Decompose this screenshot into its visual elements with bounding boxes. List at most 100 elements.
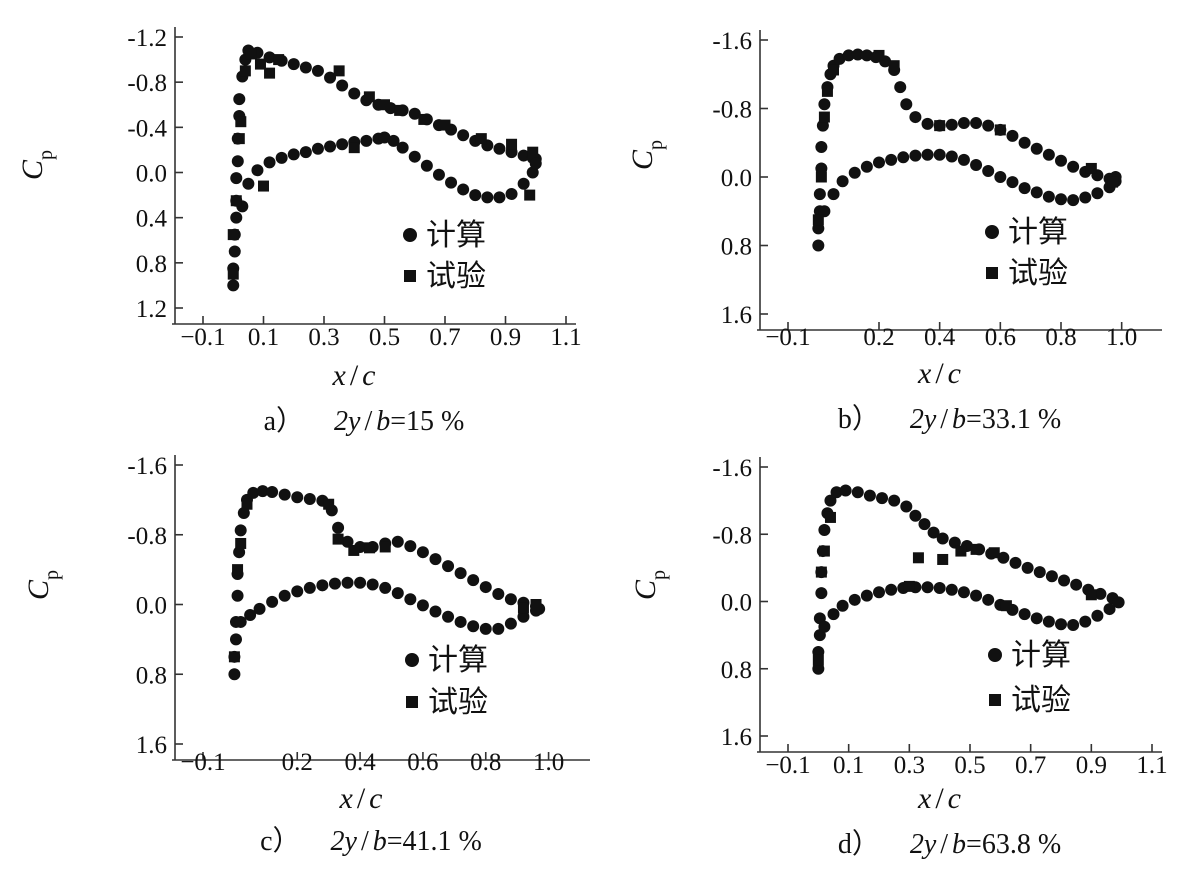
data-point — [258, 180, 269, 192]
data-point — [527, 146, 539, 158]
data-point — [454, 567, 467, 580]
data-point — [517, 149, 530, 162]
data-point — [333, 65, 345, 77]
x-axis-label: x / c — [917, 782, 961, 815]
data-point — [303, 493, 316, 506]
series-experiment — [812, 511, 1097, 666]
legend-square-marker — [406, 696, 418, 708]
data-point — [1067, 619, 1080, 632]
data-point — [378, 131, 391, 144]
data-point — [818, 620, 831, 633]
data-point — [885, 153, 898, 166]
data-point — [506, 138, 518, 150]
legend-label-experiment: 试验 — [428, 685, 488, 720]
data-point — [1021, 561, 1034, 574]
data-point — [815, 162, 828, 175]
data-point — [492, 588, 505, 601]
data-point — [1079, 191, 1092, 204]
data-point — [391, 587, 404, 600]
data-point — [442, 560, 455, 573]
x-tick-label: 0.3 — [894, 752, 925, 779]
data-point — [1030, 186, 1043, 199]
x-tick-label: 0.2 — [863, 324, 894, 351]
series-computed — [227, 44, 542, 292]
data-point — [467, 620, 480, 633]
y-tick-label: 0.4 — [136, 206, 168, 233]
data-point — [454, 615, 467, 628]
data-point — [408, 107, 421, 120]
data-point — [391, 535, 404, 548]
data-point — [957, 117, 970, 130]
legend-circle-marker — [988, 648, 1002, 662]
y-tick-label: -1.6 — [712, 28, 752, 55]
data-point — [873, 586, 885, 599]
data-point — [504, 617, 517, 630]
data-point — [445, 176, 458, 189]
x-tick-label: 0.8 — [470, 749, 501, 776]
data-point — [933, 148, 946, 161]
data-point — [994, 124, 1006, 136]
data-point — [1070, 578, 1083, 591]
x-tick-label: 0.5 — [369, 324, 400, 351]
x-tick-label: 1.0 — [1106, 324, 1137, 351]
data-point — [921, 581, 934, 594]
data-point — [264, 67, 276, 79]
x-tick-label: −0.1 — [180, 749, 225, 776]
data-point — [348, 87, 361, 100]
y-tick-label: 0.0 — [721, 590, 752, 617]
data-point — [311, 142, 324, 155]
data-point — [387, 134, 400, 147]
data-point — [1079, 615, 1092, 628]
data-point — [241, 498, 253, 510]
data-point — [1042, 190, 1055, 203]
data-point — [1091, 187, 1104, 200]
data-point — [291, 491, 304, 504]
data-point — [524, 189, 536, 201]
data-point — [291, 585, 304, 598]
data-point — [818, 524, 831, 537]
data-point — [299, 146, 312, 159]
data-point — [909, 149, 922, 162]
panel-caption: c） 2y / b=41.1 % — [260, 825, 482, 857]
y-tick-label: 0.0 — [136, 593, 167, 620]
data-point — [815, 171, 827, 183]
legend-label-experiment: 试验 — [1011, 683, 1071, 718]
data-point — [815, 587, 828, 600]
legend-square-marker — [404, 270, 416, 282]
y-tick-label: -1.2 — [127, 25, 167, 52]
data-point — [860, 160, 873, 173]
data-point — [363, 91, 375, 103]
data-point — [812, 239, 825, 252]
data-point — [228, 245, 241, 258]
data-point — [821, 85, 833, 97]
data-point — [328, 577, 341, 590]
data-point — [227, 279, 240, 292]
legend-label-computed: 计算 — [428, 643, 488, 678]
data-point — [812, 654, 824, 666]
x-tick-label: 1.1 — [1136, 752, 1167, 779]
data-point — [921, 117, 934, 130]
data-point — [420, 159, 433, 172]
data-point — [479, 581, 492, 594]
data-point — [888, 60, 900, 72]
data-point — [873, 156, 885, 169]
data-point — [827, 608, 840, 621]
data-point — [1067, 160, 1080, 173]
data-point — [278, 488, 291, 501]
data-point — [818, 111, 830, 123]
data-point — [945, 150, 958, 163]
data-point — [1009, 556, 1022, 569]
data-point — [1055, 154, 1067, 167]
y-tick-label: -0.8 — [712, 522, 752, 549]
legend-square-marker — [989, 694, 1001, 706]
data-point — [1018, 608, 1031, 621]
data-point — [408, 150, 421, 163]
x-tick-label: −0.1 — [765, 324, 810, 351]
data-point — [379, 581, 392, 594]
panel-d: -1.6 -0.8 0.0 0.8 1.6 −0.1 0.1 0.3 0.5 0.7 0.9 1.1 C… — [629, 455, 1168, 860]
data-point — [957, 586, 970, 599]
data-point — [228, 651, 240, 663]
data-point — [526, 166, 539, 179]
data-point — [894, 81, 907, 94]
